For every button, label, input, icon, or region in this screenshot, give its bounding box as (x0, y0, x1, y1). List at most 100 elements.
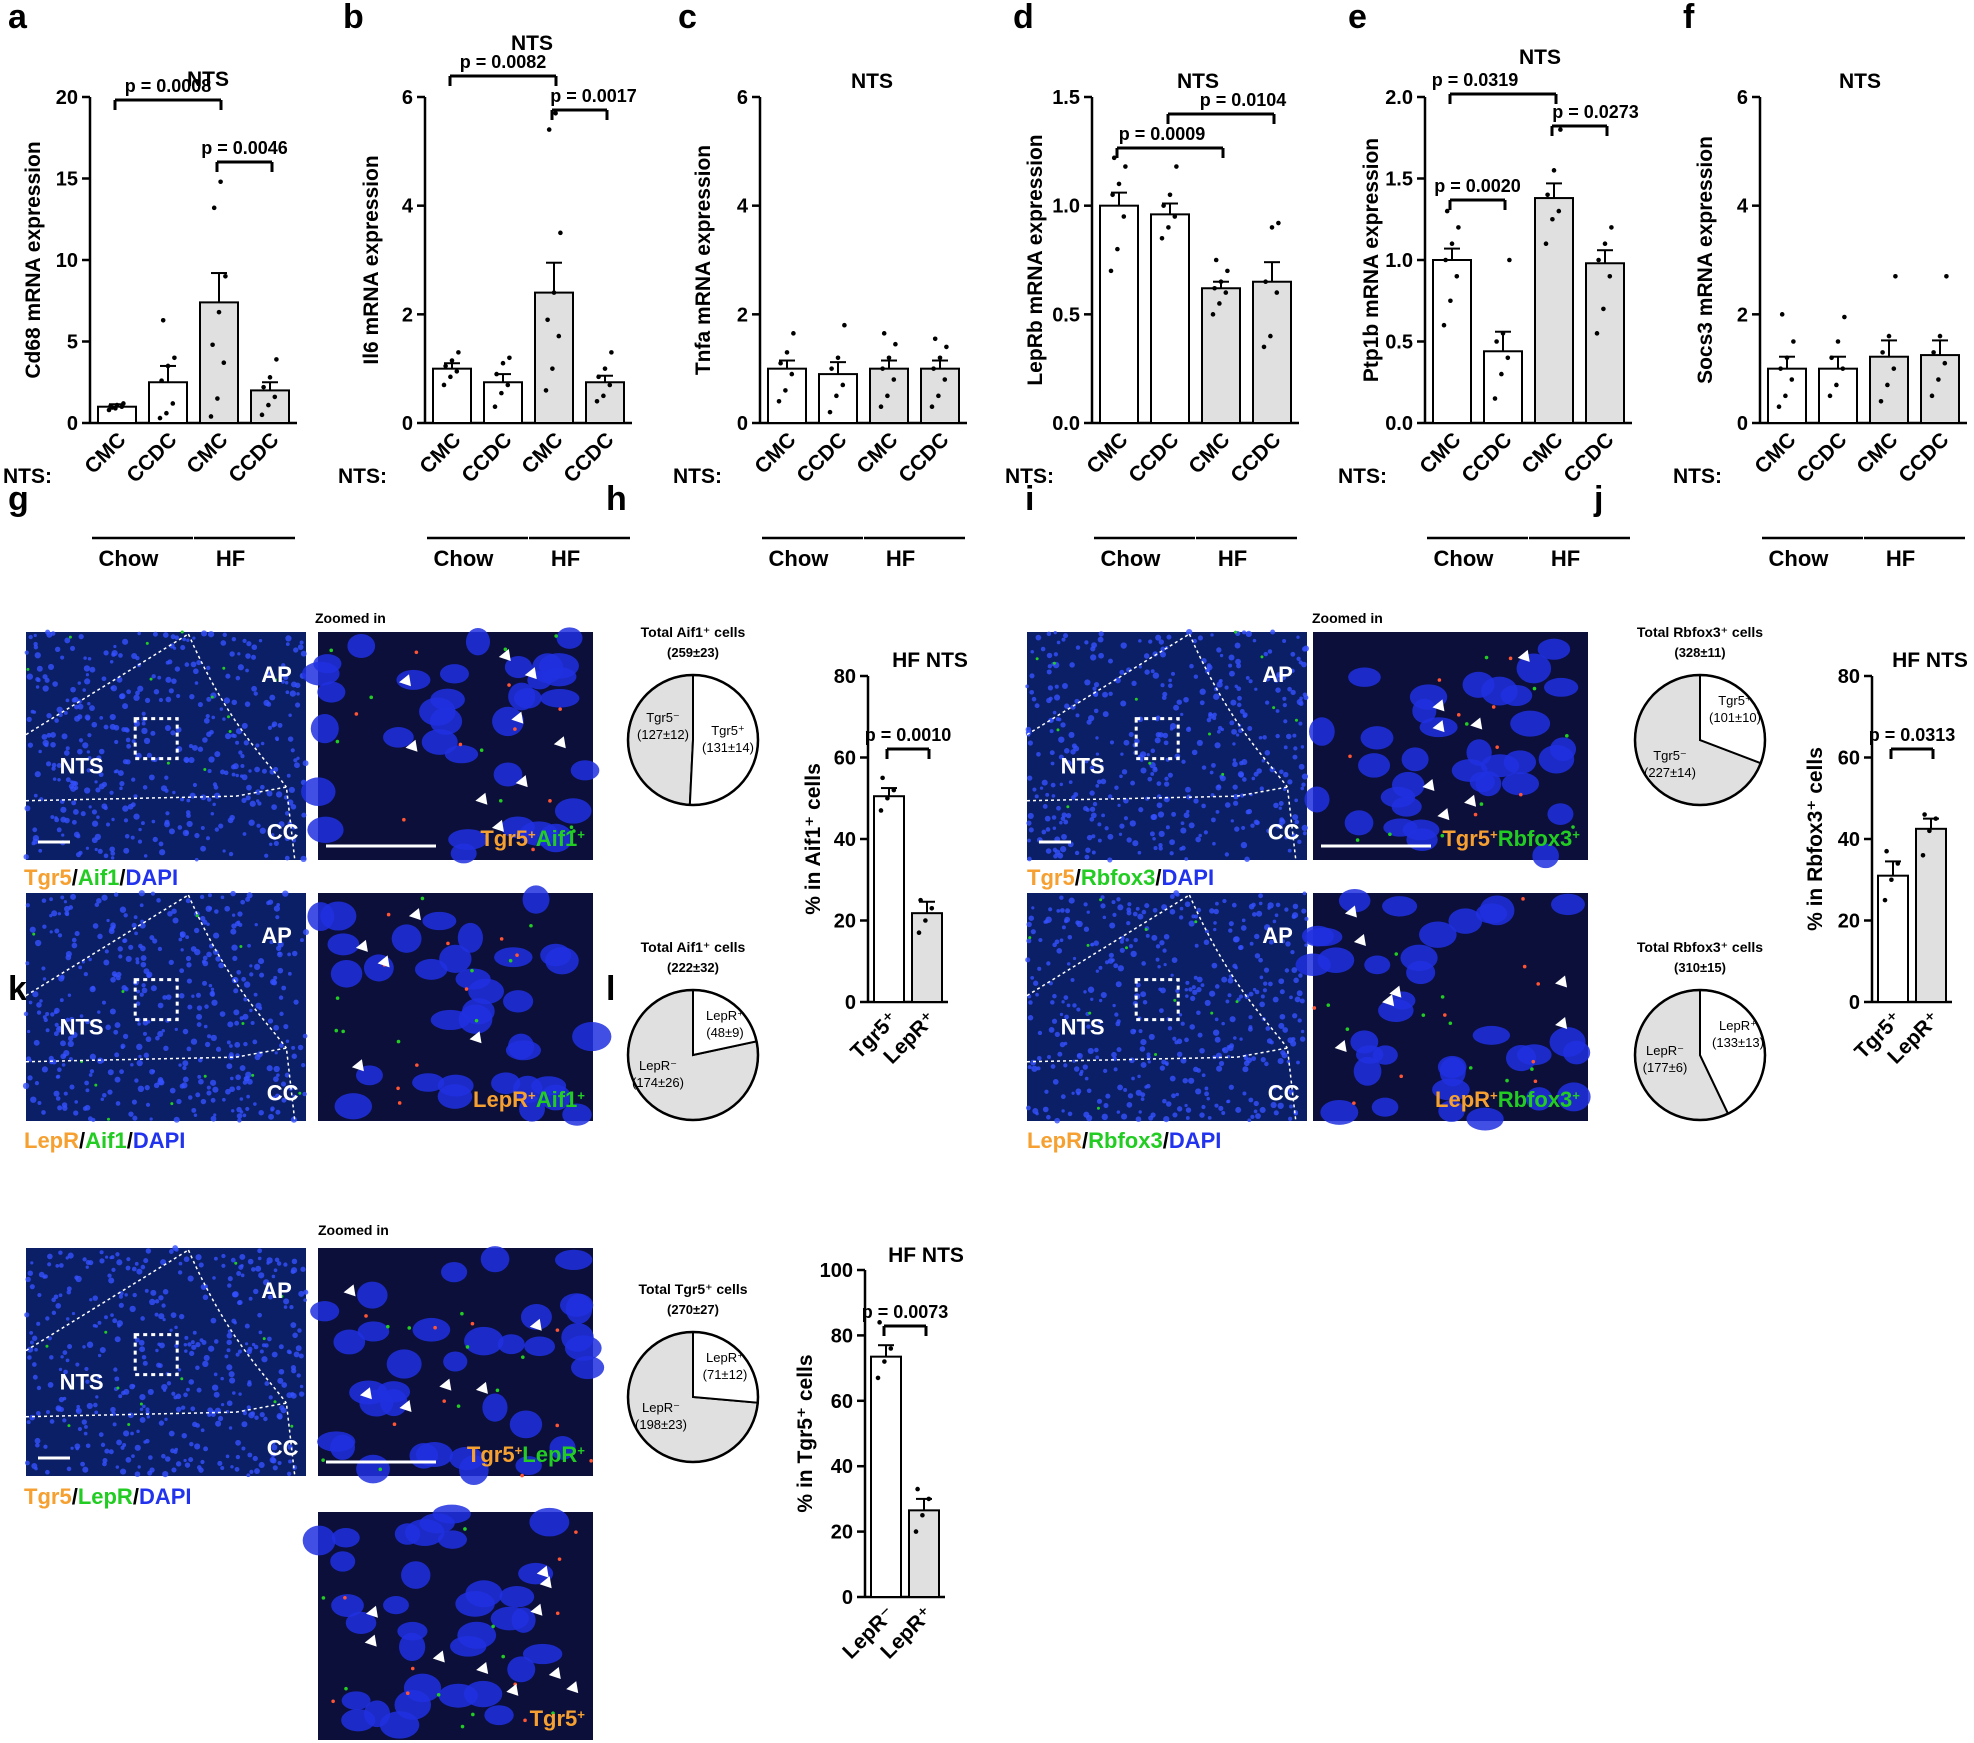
nucleus (1056, 908, 1061, 913)
data-point (448, 374, 453, 380)
nucleus (1248, 991, 1254, 997)
nucleus (178, 1063, 182, 1067)
nucleus (274, 1093, 281, 1099)
nucleus (1189, 1024, 1196, 1030)
nucleus (230, 733, 236, 738)
nucleus (235, 1454, 241, 1460)
nucleus (1298, 973, 1303, 978)
nucleus (85, 1379, 90, 1384)
nucleus (109, 660, 114, 664)
nucleus (165, 696, 172, 703)
nucleus (162, 1470, 169, 1478)
zoom-region-box (1134, 717, 1180, 761)
nucleus (1232, 758, 1237, 762)
nucleus (164, 775, 169, 780)
nucleus (156, 898, 161, 903)
nucleus (222, 849, 226, 853)
nucleus (291, 1053, 298, 1059)
data-point (601, 393, 606, 399)
nucleus (125, 759, 131, 765)
nucleus (174, 1027, 178, 1031)
nucleus (162, 995, 167, 1000)
pie-slice-label: Tgr5⁻ (646, 710, 680, 725)
nucleus (1192, 638, 1197, 644)
nucleus (1260, 994, 1265, 999)
data-point (1942, 360, 1948, 366)
nucleus (253, 1288, 259, 1295)
nucleus (1205, 667, 1210, 672)
nucleus (1178, 1013, 1183, 1017)
p-value-label: p = 0.0273 (1552, 102, 1639, 122)
nucleus (293, 758, 298, 763)
region-boundary (25, 1047, 296, 1122)
nucleus (77, 703, 84, 710)
nucleus (561, 1323, 594, 1352)
nucleus (296, 692, 300, 696)
nucleus (1265, 1026, 1271, 1031)
nucleus (1028, 1000, 1033, 1005)
nucleus (241, 976, 247, 982)
signal-dot (1355, 838, 1360, 842)
nucleus (459, 1455, 489, 1485)
caption-part: / (79, 1128, 85, 1153)
nucleus (1169, 851, 1174, 856)
nucleus (118, 1294, 123, 1299)
nucleus (1292, 733, 1297, 738)
nucleus (94, 902, 100, 908)
nucleus (1294, 819, 1300, 825)
nucleus (241, 722, 248, 729)
signal-dot (460, 1311, 464, 1316)
signal-dot (139, 1402, 143, 1406)
nucleus (1026, 820, 1032, 826)
nucleus (1236, 733, 1240, 737)
signal-dot (1312, 1006, 1317, 1010)
caption-part: Tgr5 (1027, 865, 1075, 890)
nucleus (182, 829, 190, 837)
nucleus (194, 857, 199, 862)
nucleus (1116, 897, 1121, 902)
nucleus (284, 855, 290, 861)
nucleus (235, 1074, 241, 1081)
nucleus (261, 1343, 267, 1348)
nucleus (1155, 957, 1160, 962)
nucleus (399, 1632, 426, 1662)
nucleus (259, 972, 265, 978)
nucleus (214, 1256, 218, 1261)
nucleus (1165, 1101, 1172, 1107)
nucleus (1063, 819, 1069, 825)
signal-dot (45, 1344, 49, 1348)
nucleus (228, 1052, 234, 1058)
nucleus (1229, 720, 1235, 726)
nucleus (1267, 649, 1273, 654)
nucleus (110, 1313, 114, 1317)
nucleus (34, 1466, 38, 1471)
nucleus (1547, 803, 1574, 825)
nucleus (24, 1460, 30, 1466)
nucleus (185, 935, 190, 940)
nucleus (57, 1105, 63, 1111)
y-tick-label: 40 (1838, 829, 1860, 851)
nucleus (87, 1116, 93, 1122)
nucleus (1059, 1012, 1064, 1017)
nucleus (183, 1458, 187, 1463)
nucleus (65, 1358, 70, 1363)
nucleus (227, 1283, 232, 1288)
signal-dot (334, 1028, 339, 1033)
nucleus (302, 661, 340, 686)
nucleus (1025, 957, 1031, 963)
nucleus (302, 1525, 336, 1556)
nucleus (138, 1339, 145, 1346)
nucleus (99, 1258, 105, 1264)
nucleus (1102, 915, 1107, 920)
nucleus (118, 1394, 123, 1399)
nucleus (1301, 646, 1308, 652)
nucleus (1166, 634, 1172, 640)
nucleus (1224, 852, 1230, 857)
y-axis-label: % in Aif1⁺ cells (802, 763, 825, 915)
nucleus (1058, 736, 1065, 743)
nucleus (140, 961, 147, 968)
nucleus (345, 1611, 377, 1634)
nucleus (497, 1334, 525, 1355)
nucleus (290, 681, 297, 688)
nucleus (184, 1335, 189, 1340)
